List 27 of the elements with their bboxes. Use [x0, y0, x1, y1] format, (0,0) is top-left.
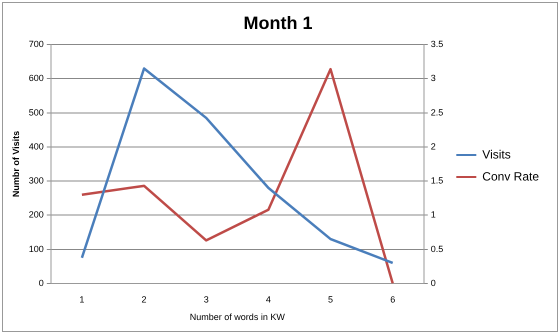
- y2-tick-label: 0: [430, 278, 436, 288]
- x-tick-label: 3: [204, 294, 209, 304]
- y-tick-label: 700: [28, 39, 44, 50]
- x-tick-label: 5: [328, 294, 334, 304]
- y-axis-title: Numbr of Visits: [10, 130, 21, 198]
- y2-tick-label: 0.5: [430, 244, 444, 254]
- y-tick-label: 0: [38, 278, 44, 288]
- x-tick-label: 2: [142, 294, 147, 304]
- y2-tick-label: 3: [430, 73, 436, 84]
- legend-label: Visits: [482, 147, 511, 162]
- chart-title: Month 1: [244, 12, 312, 33]
- x-tick-label: 4: [266, 294, 271, 304]
- y2-tick-label: 2: [430, 141, 436, 152]
- y-tick-label: 200: [28, 210, 44, 220]
- x-tick-label: 1: [79, 294, 84, 304]
- y2-tick-label: 2.5: [430, 107, 444, 118]
- y-tick-label: 500: [28, 107, 44, 118]
- x-axis-title: Number of words in KW: [190, 312, 286, 322]
- y2-tick-label: 1: [430, 210, 436, 220]
- y-tick-label: 100: [28, 244, 44, 254]
- legend-label: Conv Rate: [482, 169, 540, 184]
- x-tick-label: 6: [390, 294, 396, 304]
- y2-tick-label: 1.5: [430, 176, 444, 186]
- y-tick-label: 400: [28, 141, 44, 152]
- y-tick-label: 300: [28, 176, 44, 186]
- y-tick-label: 600: [28, 73, 44, 84]
- y2-tick-label: 3.5: [430, 39, 444, 50]
